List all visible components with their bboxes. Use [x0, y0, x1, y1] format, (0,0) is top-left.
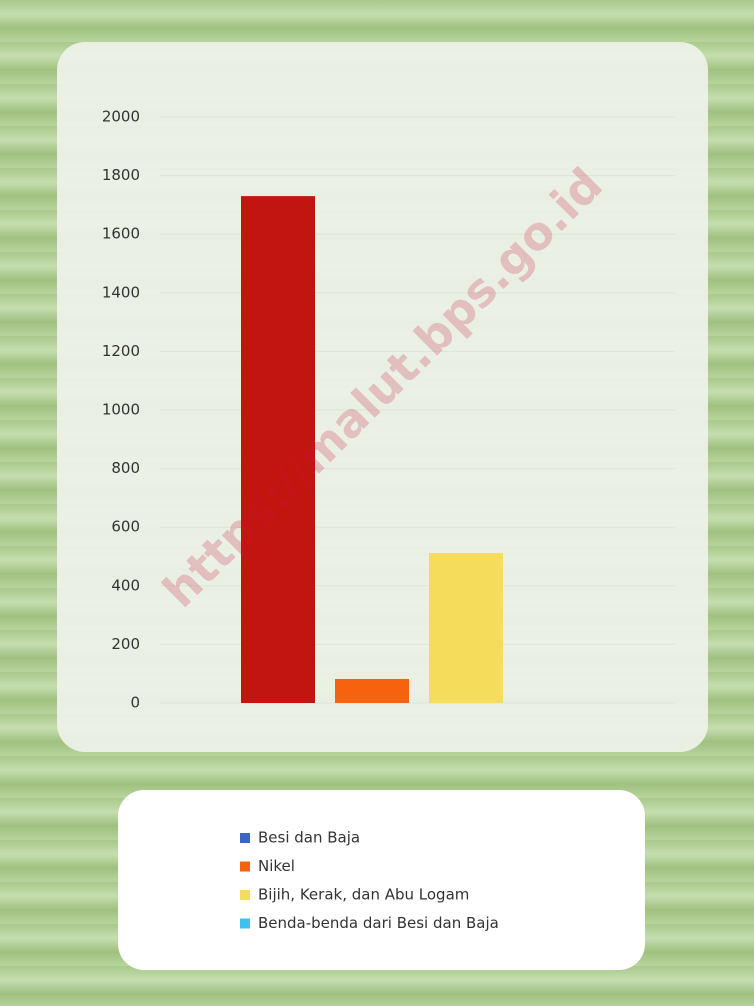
y-tick-label: 1200 — [102, 342, 140, 360]
chart-panel — [57, 42, 708, 752]
legend-panel — [118, 790, 645, 970]
y-tick-label: 800 — [111, 459, 140, 477]
bar — [335, 678, 409, 703]
y-tick-label: 200 — [111, 635, 140, 653]
legend-swatch — [240, 833, 250, 843]
legend-label: Bijih, Kerak, dan Abu Logam — [258, 886, 469, 904]
legend-swatch — [240, 918, 250, 929]
legend-label: Nikel — [258, 857, 295, 875]
y-tick-label: 1400 — [102, 283, 140, 301]
y-tick-label: 2000 — [102, 108, 140, 126]
y-tick-label: 1000 — [102, 401, 140, 419]
y-tick-label: 1800 — [102, 166, 140, 184]
legend-label: Benda-benda dari Besi dan Baja — [258, 914, 499, 932]
legend-swatch — [240, 890, 250, 900]
y-tick-label: 400 — [111, 576, 140, 594]
y-tick-label: 1600 — [102, 225, 140, 243]
y-tick-label: 600 — [111, 518, 140, 536]
bar — [429, 552, 503, 703]
legend-swatch — [240, 861, 250, 872]
legend-label: Besi dan Baja — [258, 829, 360, 847]
bar — [241, 196, 315, 704]
y-tick-label: 0 — [130, 694, 140, 712]
